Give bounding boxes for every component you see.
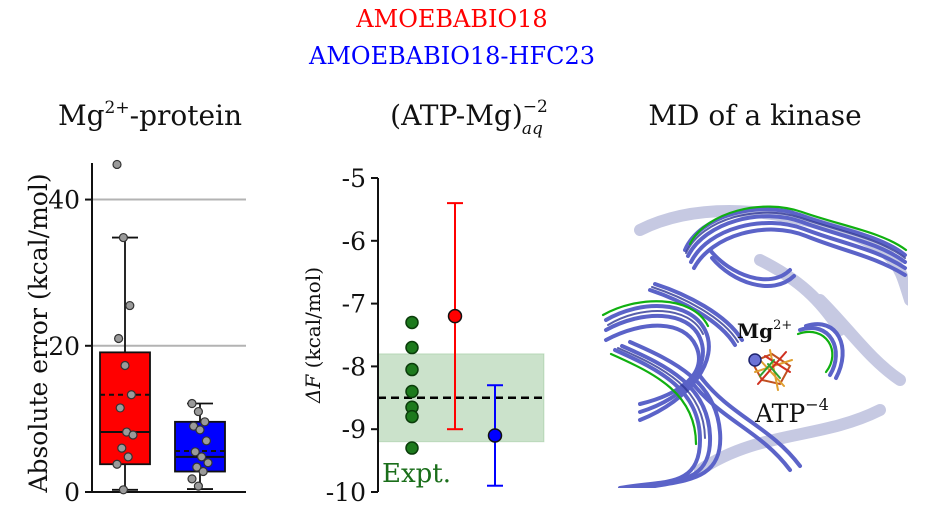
amoebabio18-hfc23-data-point (197, 452, 207, 462)
amoebabio18-hfc23-data-point (187, 474, 197, 484)
amoebabio18-hfc23-data-point (198, 466, 208, 477)
kinase-structure-image (600, 160, 908, 488)
errorbar-panel: (ATP-Mg)−2 aq ΔF (kcal/mol) -5 -6 -7 -8 -9 -10… (301, 97, 548, 507)
amoebabio18-hfc23-data-point (193, 406, 203, 417)
expt-data-point (405, 315, 419, 330)
mg-ion (748, 353, 762, 367)
box-y-tick-label-40: 40 (48, 186, 80, 215)
amoebabio18-hfc23-data-point (187, 398, 197, 409)
box-panel: Mg2+-protein Absolute error (kcal/mol) 0… (24, 98, 246, 507)
errorbar-title-base: (ATP-Mg) (390, 99, 523, 132)
box-y-tick-label-0: 0 (64, 478, 80, 507)
amoebabio18-data-point (125, 300, 135, 311)
structure-panel: MD of a kinase (600, 99, 908, 488)
expt-label: Expt. (382, 459, 451, 489)
mg-label-sup: 2+ (773, 318, 792, 333)
box-title-sup: 2+ (105, 98, 130, 118)
amoebabio18-data-point (113, 333, 124, 344)
err-y-tick-label-5: -10 (326, 478, 366, 507)
atp-label-sup: −4 (805, 395, 829, 414)
errorbar-ylabel-symbol: ΔF (301, 374, 325, 404)
amoebabio18-hfc23-value-marker (487, 428, 503, 443)
expt-data-point (405, 384, 419, 399)
amoebabio18-data-point (120, 360, 130, 371)
amoebabio18-data-point (123, 452, 133, 462)
expt-data-point (405, 362, 419, 377)
err-y-tick-label-4: -9 (342, 415, 366, 444)
legend-entry-amoebabio18-hfc23: AMOEBABIO18-HFC23 (308, 42, 595, 70)
structure-panel-title: MD of a kinase (648, 99, 861, 132)
atp-ligand (750, 349, 793, 391)
errorbar-y-axis-label: ΔF (kcal/mol) (301, 267, 325, 404)
amoebabio18-data-point (118, 232, 129, 243)
legend-entry-amoebabio18: AMOEBABIO18 (355, 5, 547, 33)
amoebabio18-data-point (112, 459, 122, 469)
box-y-axis-label: Absolute error (kcal/mol) (24, 173, 53, 493)
err-y-tick-label-0: -5 (342, 164, 366, 193)
errorbar-title-sup: −2 (523, 97, 548, 117)
amoebabio18-hfc23-data-point (190, 447, 200, 457)
box-y-tick-label-20: 20 (48, 332, 80, 361)
box-title-base: Mg (58, 99, 105, 132)
err-y-tick-label-1: -6 (342, 227, 366, 256)
expt-data-point (405, 340, 419, 355)
expt-data-point (405, 409, 419, 424)
amoebabio18-data-point (118, 485, 129, 495)
amoebabio18-data-point (117, 443, 127, 453)
errorbar-ylabel-unit: (kcal/mol) (301, 267, 325, 375)
box-panel-title: Mg2+-protein (58, 98, 242, 132)
err-y-tick-label-3: -8 (342, 352, 366, 381)
err-y-tick-label-2: -7 (342, 290, 366, 319)
amoebabio18-data-point (126, 390, 136, 400)
amoebabio18-hfc23-data-point (195, 425, 205, 435)
amoebabio18-hfc23-data-point (203, 458, 213, 468)
errorbar-title-sub: aq (522, 119, 543, 139)
atp-label-base: ATP (754, 399, 805, 428)
amoebabio18-data-point (115, 403, 125, 413)
expt-data-point (405, 441, 419, 455)
box-title-rest: -protein (130, 99, 242, 132)
atp-ligand-label: ATP−4 (754, 395, 829, 428)
mg-ion-label: Mg2+ (737, 318, 792, 343)
amoebabio18-hfc23-data-point (192, 462, 202, 472)
amoebabio18-data-point (112, 159, 122, 170)
errorbar-panel-title: (ATP-Mg)−2 aq (390, 97, 548, 139)
amoebabio18-hfc23-data-point (193, 481, 203, 491)
amoebabio18-hfc23-data-point (200, 417, 210, 427)
amoebabio18-value-marker (447, 308, 463, 324)
amoebabio18-data-point (128, 430, 138, 440)
mg-label-base: Mg (737, 319, 773, 343)
amoebabio18-hfc23-data-point (201, 436, 211, 446)
